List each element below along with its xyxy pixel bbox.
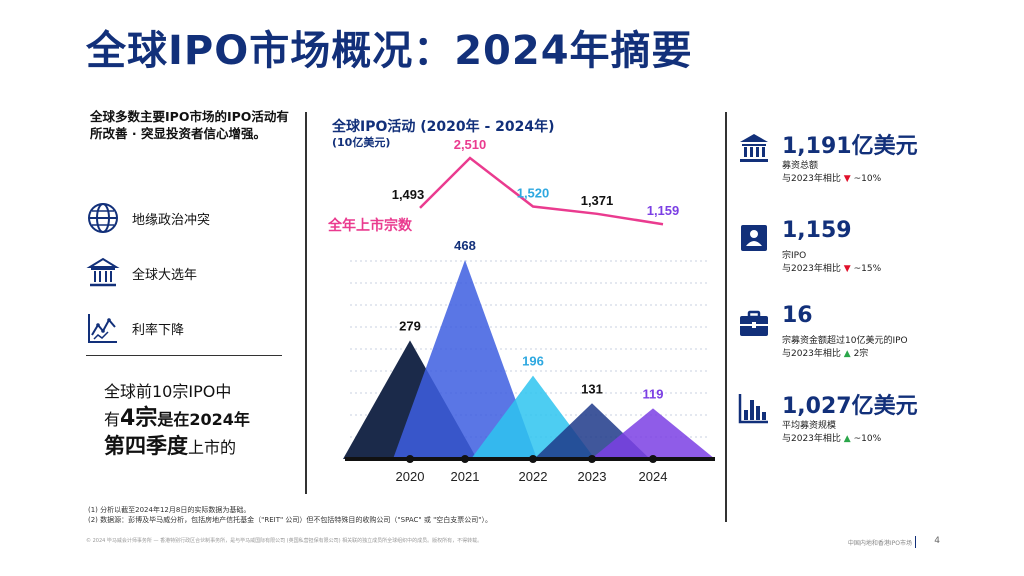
- up-arrow-icon: ▲: [843, 349, 851, 359]
- x-tick-label: 2023: [578, 469, 607, 484]
- chart-title: 全球IPO活动 (2020年 - 2024年): [332, 119, 555, 135]
- stat-desc: 宗募资金额超过10亿美元的IPO: [782, 336, 908, 346]
- stat-compare-text: 与2023年相比: [782, 174, 841, 184]
- ipo-count-label: 2,510: [454, 137, 487, 152]
- factor-label: 利率下降: [132, 322, 185, 338]
- briefcase-icon: [740, 310, 768, 336]
- factor-geopolitics: 地缘政治冲突: [86, 201, 210, 235]
- stat-desc: 募资总额: [782, 161, 819, 171]
- stat-compare-text: 与2023年相比: [782, 264, 841, 274]
- ipo-count-label: 1,520: [517, 186, 550, 201]
- factor-label: 全球大选年: [132, 267, 198, 283]
- proceeds-value-label: 131: [581, 381, 603, 396]
- proceeds-peak-2021: [393, 260, 537, 459]
- ipo-count-label: 1,159: [647, 203, 680, 218]
- stat-compare-text: 与2023年相比: [782, 349, 841, 359]
- globe-icon: [88, 203, 118, 233]
- stat-change: ~15%: [853, 264, 882, 274]
- ipo-count-series-label: 全年上市宗数: [327, 217, 413, 234]
- x-tick-label: 2024: [639, 469, 668, 484]
- stat-desc: 宗IPO: [782, 251, 807, 261]
- footnote: (1) 分析以截至2024年12月8日的实际数据为基础。: [88, 506, 251, 514]
- proceeds-peak-2024: [591, 408, 715, 459]
- proceeds-value-label: 196: [522, 354, 544, 369]
- intro-text: 全球多数主要IPO市场的IPO活动有所改善 · 突显投资者信心增强。: [90, 109, 289, 141]
- right-divider: [725, 112, 727, 522]
- q4-line2-big: 4宗: [120, 406, 158, 431]
- stat-value: 1,159: [782, 218, 852, 243]
- page-title: 全球IPO市场概况：2024年摘要: [86, 28, 693, 74]
- ipo-count-label: 1,493: [392, 187, 425, 202]
- up-arrow-icon: ▲: [843, 434, 851, 444]
- q4-line2: 有4宗是在2024年: [104, 405, 250, 433]
- stat-compare: 与2023年相比 ▼ ~15%: [782, 261, 881, 274]
- footnotes: (1) 分析以截至2024年12月8日的实际数据为基础。 (2) 数据源：彭博及…: [88, 505, 492, 525]
- proceeds-value-label: 279: [399, 318, 421, 333]
- stat-change: 2宗: [853, 349, 869, 359]
- x-tick-label: 2020: [396, 469, 425, 484]
- q4-line3: 第四季度上市的: [104, 433, 250, 461]
- left-separator: [86, 355, 282, 356]
- document-person-icon: [741, 225, 767, 251]
- axis-tick-dot: [588, 455, 596, 463]
- line-graph-icon: [88, 314, 117, 343]
- down-arrow-icon: ▼: [843, 264, 851, 274]
- ipo-chart: 279 468 196 131 119 2020 2021 2022 2023 2024 1,493…: [327, 137, 715, 484]
- government-building-icon: [86, 257, 120, 287]
- factor-elections: 全球大选年: [86, 256, 197, 290]
- factor-rates: 利率下降: [86, 311, 184, 345]
- footer-separator: [915, 536, 916, 548]
- axis-tick-dot: [406, 455, 414, 463]
- ipo-count-line: [419, 156, 664, 226]
- axis-tick-dot: [649, 455, 657, 463]
- stat-value: 1,191亿美元: [782, 134, 918, 159]
- q4-line1: 全球前10宗IPO中: [104, 382, 232, 401]
- ipo-count-label: 1,371: [581, 193, 614, 208]
- proceeds-value-label: 119: [643, 386, 664, 401]
- bank-icon: [740, 134, 768, 162]
- bar-chart-icon: [738, 394, 768, 424]
- q4-line2-bold: 是在2024年: [157, 410, 250, 429]
- stat-value: 16: [782, 303, 813, 328]
- footnote: (2) 数据源：彭博及毕马威分析，包括房地产信托基金（"REIT" 公司）但不包…: [88, 516, 493, 524]
- stat-change: ~10%: [853, 434, 882, 444]
- x-tick-label: 2022: [519, 469, 548, 484]
- down-arrow-icon: ▼: [843, 174, 851, 184]
- stat-compare: 与2023年相比 ▲ ~10%: [782, 431, 881, 444]
- copyright-footer: © 2024 毕马威会计师事务所 — 香港特别行政区合伙制事务所，是与毕马威国际…: [86, 538, 483, 544]
- page-number: 4: [934, 536, 940, 546]
- axis-tick-dot: [529, 455, 537, 463]
- q4-note: 全球前10宗IPO中 有4宗是在2024年 第四季度上市的: [104, 378, 250, 461]
- q4-line3-bold: 第四季度: [104, 434, 188, 458]
- q4-line3-post: 上市的: [188, 438, 237, 457]
- proceeds-value-label: 468: [454, 238, 476, 253]
- stat-compare: 与2023年相比 ▲ 2宗: [782, 346, 868, 359]
- factor-label: 地缘政治冲突: [132, 212, 211, 228]
- axis-tick-dot: [461, 455, 469, 463]
- x-tick-label: 2021: [451, 469, 480, 484]
- chart-subtitle: (10亿美元): [332, 136, 391, 149]
- footer-section-label: 中国内地和香港IPO市场: [847, 540, 912, 547]
- left-divider: [305, 112, 307, 494]
- stat-compare: 与2023年相比 ▼ ~10%: [782, 171, 881, 184]
- stat-compare-text: 与2023年相比: [782, 434, 841, 444]
- stat-value: 1,027亿美元: [782, 394, 918, 419]
- q4-line2-pre: 有: [104, 410, 121, 429]
- stat-desc: 平均募资规模: [782, 421, 837, 431]
- stat-change: ~10%: [853, 174, 882, 184]
